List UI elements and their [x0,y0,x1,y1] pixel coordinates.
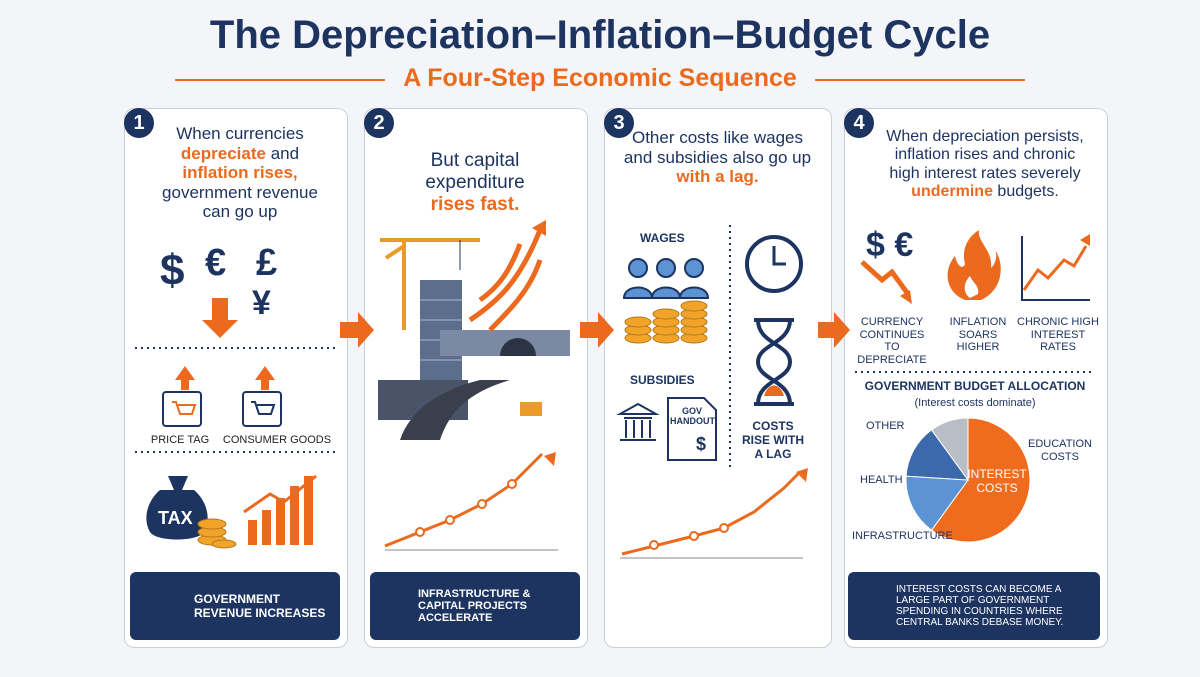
footer: GOVERNMENT REVENUE INCREASES [130,572,340,640]
text-line: government revenue [162,182,318,202]
step-number: 2 [364,108,394,138]
label: PRICE TAG [150,434,210,446]
step-number: 3 [604,108,634,138]
text-line: When depreciation persists, [886,128,1084,145]
footer-text: GOVERNMENT REVENUE INCREASES [194,592,326,620]
text-line: depreciate and [140,144,340,164]
step-text: When currencies depreciate and inflation… [140,124,340,222]
panel [364,108,588,648]
text-line: expenditure [425,171,525,193]
footer: INFRASTRUCTURE & CAPITAL PROJECTS ACCELE… [370,572,580,640]
label: SUBSIDIES [630,373,695,387]
pie-slice [905,429,970,481]
text-line: high interest rates severely [889,164,1081,182]
step-text: When depreciation persists, inflation ri… [872,128,1098,202]
symbol: $ [160,246,185,295]
pie-slice [930,417,969,482]
symbol: ¥ [252,284,271,322]
text: budgets. [997,183,1059,201]
pie-slice [930,417,1031,543]
highlight: rises fast. [430,193,520,215]
label: COSTS RISE WITH A LAG [742,419,804,461]
title: The Depreciation–Inflation–Budget Cycle [209,13,991,57]
step-text: Other costs like wages and subsidies als… [615,128,820,187]
highlight: with a lag. [676,167,759,187]
symbol: € [205,242,227,284]
step-number: 1 [124,108,154,138]
highlight: depreciate [180,143,266,163]
text-line: When currencies [176,124,304,143]
text-line: and subsidies also go up [623,147,812,167]
pie-label: INTEREST COSTS [967,467,1027,495]
highlight: inflation rises, [182,163,298,183]
text-line: Other costs like wages [631,128,803,147]
label: WAGES [640,231,685,245]
footer-text: INTEREST COSTS CAN BECOME A LARGE PART O… [896,584,1064,628]
symbol: $ € [866,226,914,264]
pie-label: HEALTH [860,474,903,486]
panel [124,108,348,648]
subtitle: A Four-Step Economic Sequence [403,64,797,92]
pie-chart [905,417,1031,543]
label: CONSUMER GOODS [222,434,332,446]
icon-label: CHRONIC HIGH INTEREST RATES [1017,316,1099,354]
icon-label: INFLATION SOARS HIGHER [949,316,1007,354]
icon-label: CURRENCY CONTINUES TO DEPRECIATE [857,316,927,366]
pie-label: INFRASTRUCTURE [852,530,953,542]
text-line: undermine budgets. [872,183,1098,201]
step-text: But capital expenditure rises fast. [380,150,570,216]
chart-subtitle: (Interest costs dominate) [914,397,1036,409]
chart-title: GOVERNMENT BUDGET ALLOCATION [864,379,1086,393]
text-line: can go up [202,202,278,222]
bag-label: TAX [158,508,193,528]
panel [844,108,1108,648]
footer-text: INFRASTRUCTURE & CAPITAL PROJECTS ACCELE… [418,588,531,624]
text-line: But capital [430,150,520,171]
step-number: 4 [844,108,874,138]
pie-label: EDUCATION COSTS [1028,438,1092,463]
text: and [270,143,300,163]
footer: INTEREST COSTS CAN BECOME A LARGE PART O… [848,572,1100,640]
pie-label: OTHER [866,420,905,432]
text-line: inflation rises and chronic [894,146,1076,164]
symbol: £ [256,242,278,284]
label: GOV HANDOUT [670,406,715,427]
label: $ [696,434,707,454]
pie-slice [905,475,969,531]
highlight: undermine [911,183,993,201]
